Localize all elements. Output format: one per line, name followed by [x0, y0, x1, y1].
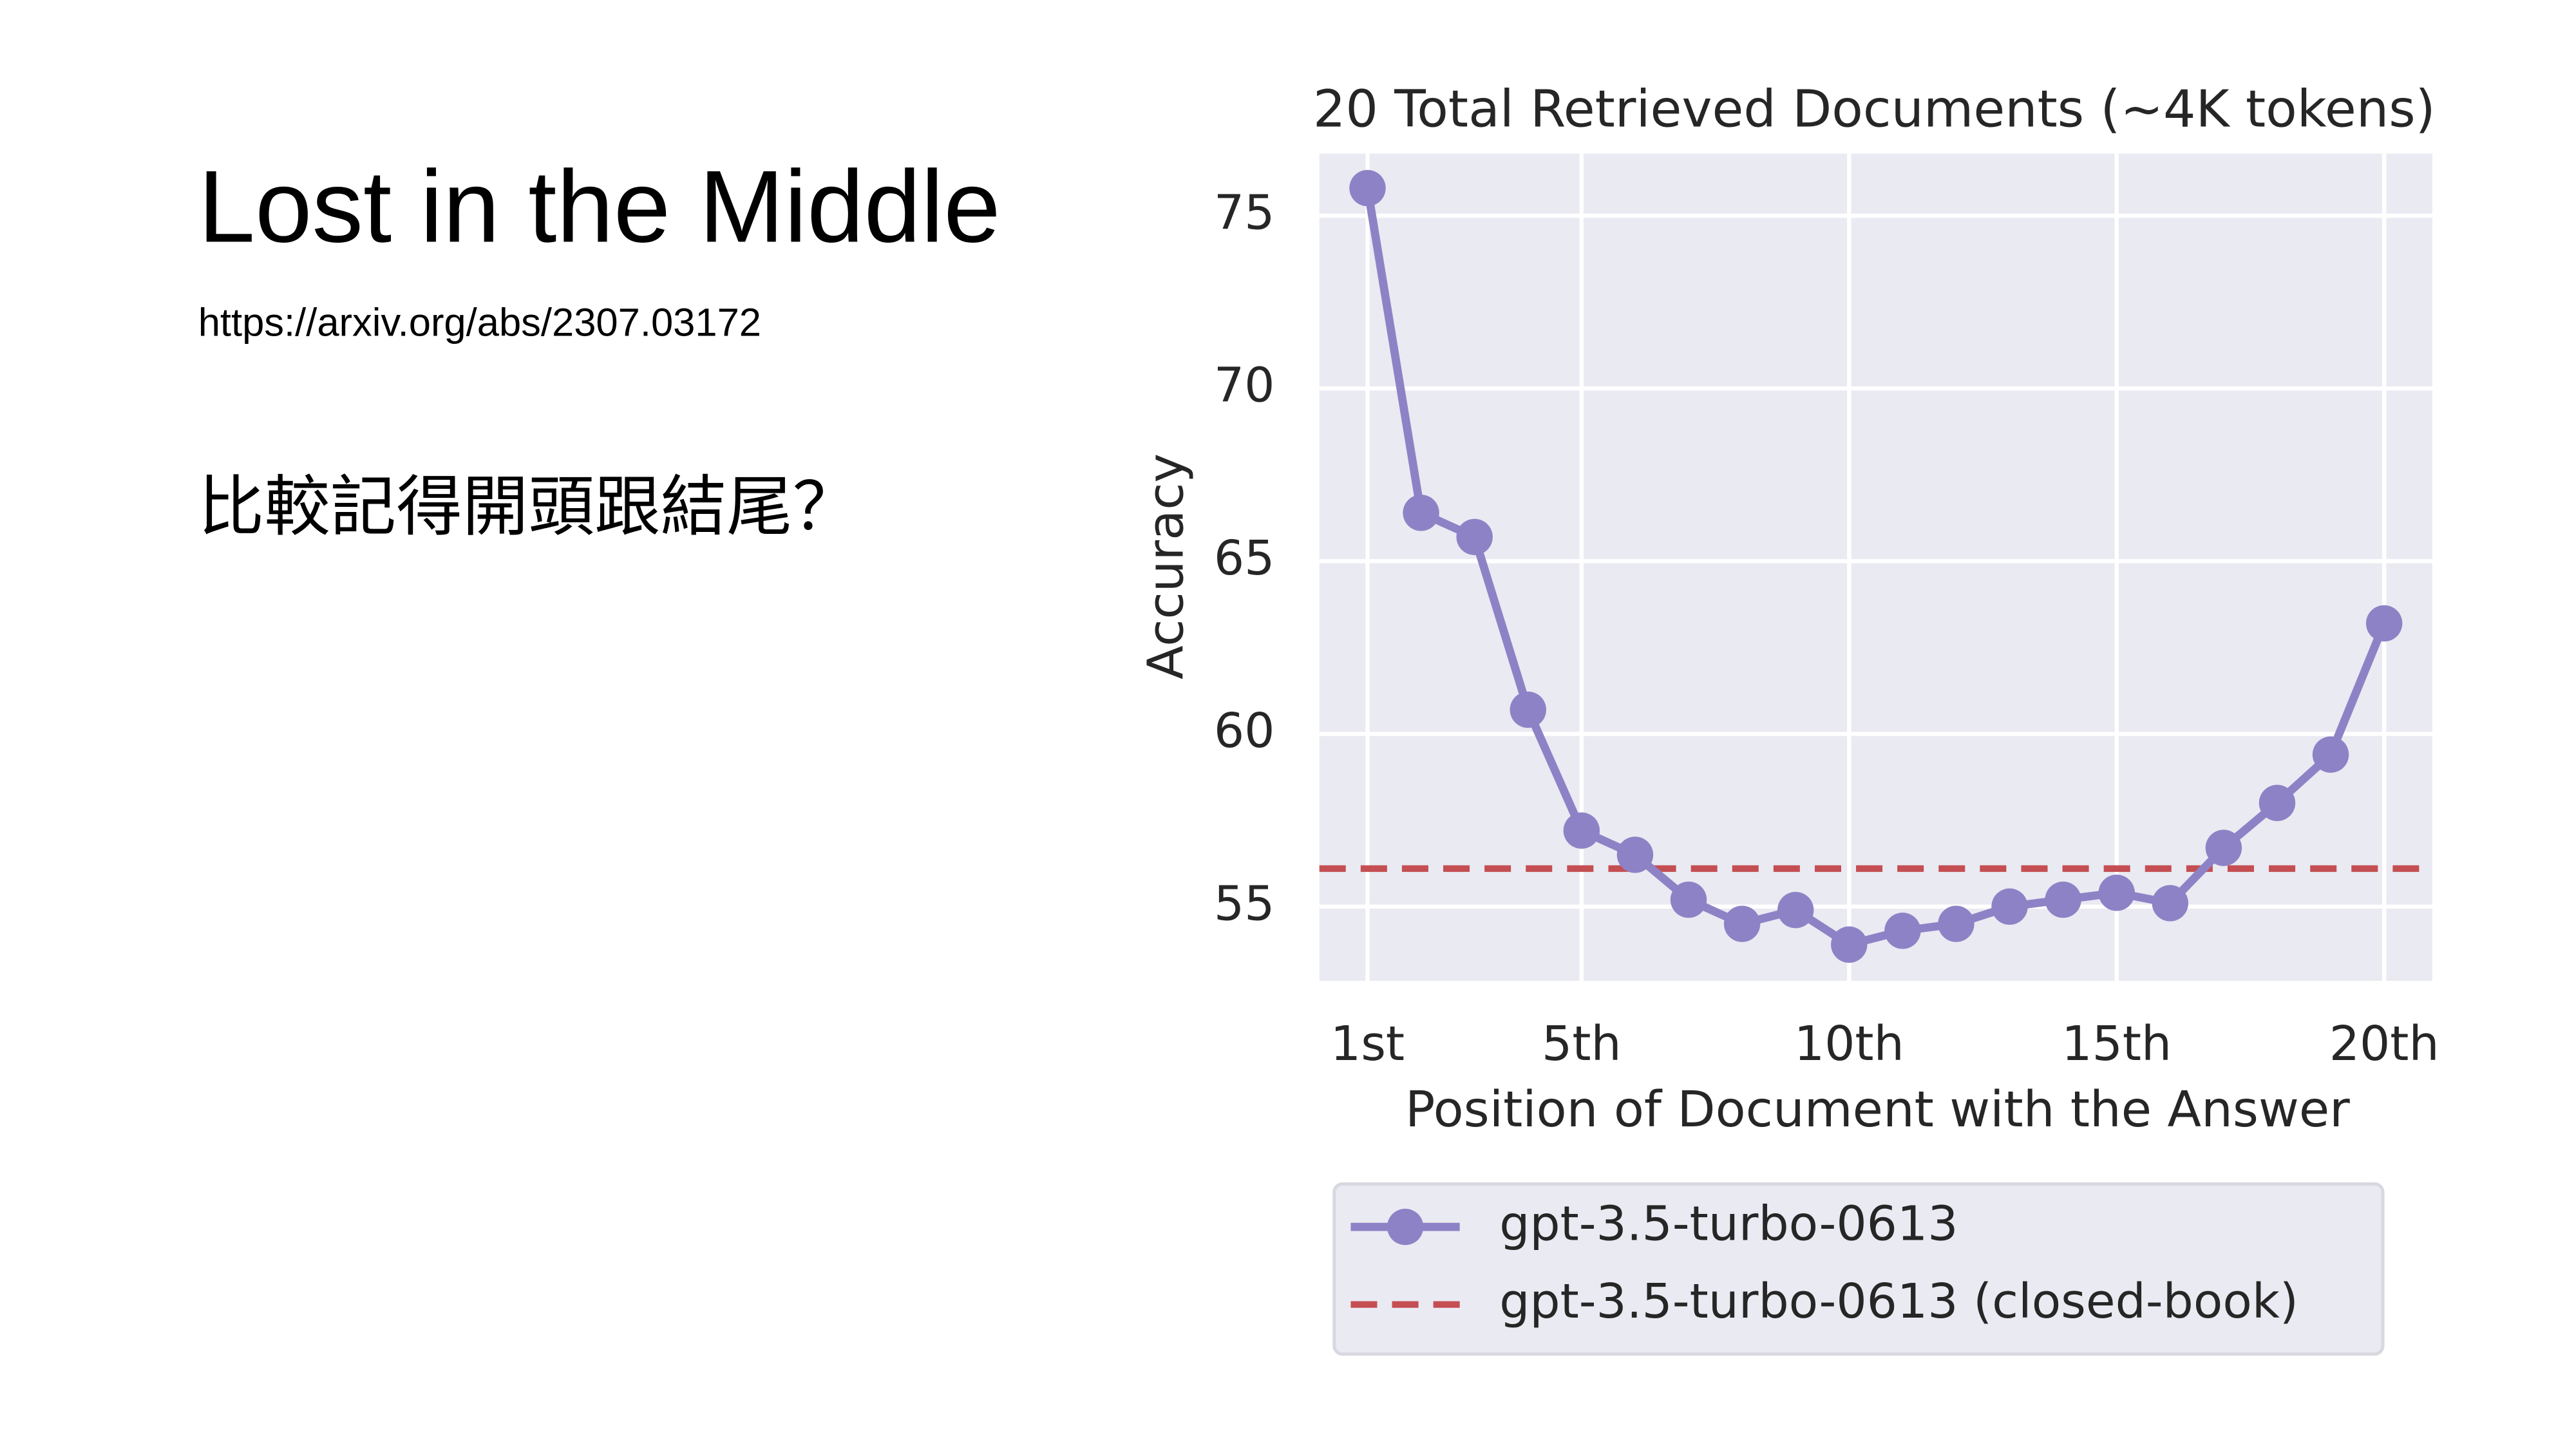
- point: [2098, 875, 2135, 911]
- y-tick-label: 65: [1214, 530, 1275, 586]
- point: [1723, 905, 1761, 942]
- question: 比較記得開頭跟結尾？: [198, 469, 858, 544]
- plot-area: [1319, 153, 2432, 981]
- x-tick-label: 20th: [2329, 1016, 2439, 1072]
- point: [2045, 881, 2081, 918]
- point: [2259, 784, 2296, 822]
- point: [2205, 829, 2242, 866]
- point: [1403, 495, 1439, 531]
- legend-label: gpt-3.5-turbo-0613 (closed-book): [1499, 1273, 2298, 1329]
- point: [1938, 905, 1975, 942]
- y-tick-label: 75: [1214, 185, 1275, 241]
- legend-swatch: [1387, 1208, 1424, 1245]
- point: [1563, 812, 1600, 849]
- point: [2152, 885, 2189, 922]
- point: [1831, 926, 1868, 963]
- point: [2365, 605, 2403, 642]
- point: [1510, 691, 1546, 728]
- y-tick-label: 60: [1214, 703, 1275, 759]
- y-axis-label: Accuracy: [1137, 453, 1195, 679]
- x-tick-label: 15th: [2061, 1016, 2172, 1072]
- x-tick-label: 1st: [1331, 1016, 1405, 1072]
- chart: 20 Total Retrieved Documents (~4K tokens…: [1137, 79, 2439, 1356]
- point: [1991, 888, 2028, 925]
- point: [1456, 518, 1493, 556]
- x-axis-label: Position of Document with the Answer: [1405, 1081, 2350, 1139]
- point: [1349, 169, 1386, 207]
- point: [1616, 837, 1654, 873]
- point: [2312, 736, 2349, 773]
- legend-label: gpt-3.5-turbo-0613: [1499, 1196, 1958, 1252]
- chart-title: 20 Total Retrieved Documents (~4K tokens…: [1313, 79, 2436, 138]
- point: [1670, 881, 1707, 918]
- legend-box: [1332, 1182, 2385, 1356]
- point: [1777, 891, 1814, 929]
- y-tick-label: 55: [1214, 875, 1275, 931]
- x-tick-label: 5th: [1542, 1016, 1622, 1072]
- point: [1884, 913, 1921, 949]
- slide-title: Lost in the Middle: [198, 149, 1001, 263]
- x-tick-label: 10th: [1794, 1016, 1904, 1072]
- paper-link: https://arxiv.org/abs/2307.03172: [198, 300, 761, 345]
- y-tick-label: 70: [1214, 357, 1275, 413]
